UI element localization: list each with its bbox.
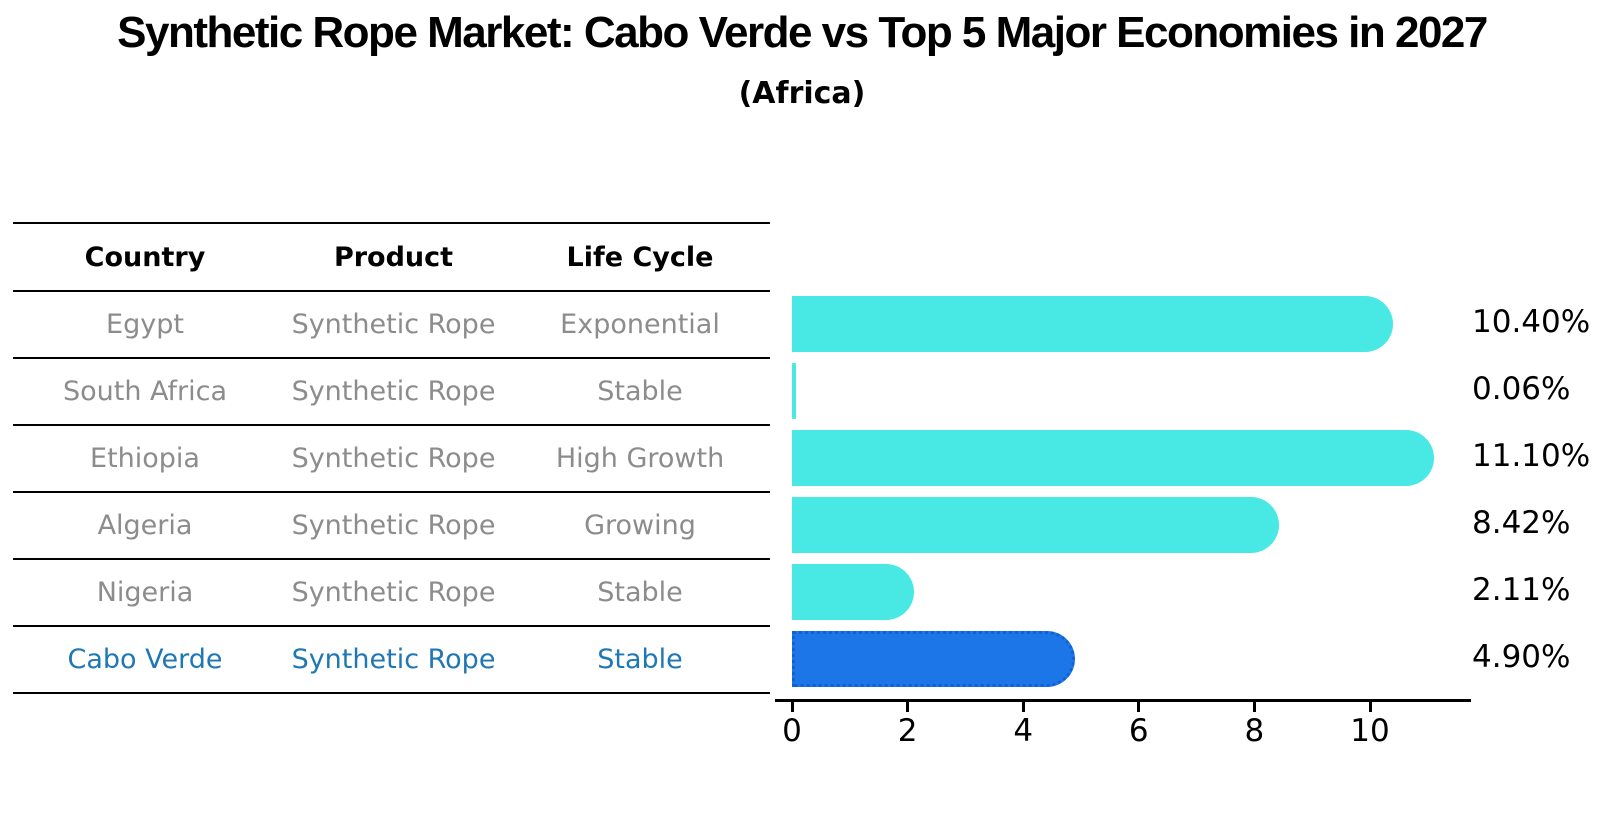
value-label: 2.11% bbox=[1472, 571, 1571, 608]
cell-country: Algeria bbox=[97, 510, 193, 541]
value-label: 4.90% bbox=[1472, 638, 1571, 675]
page-subtitle: (Africa) bbox=[738, 76, 866, 111]
cell-product: Synthetic Rope bbox=[291, 644, 496, 675]
cell-life-cycle: Growing bbox=[584, 510, 696, 541]
value-label: 8.42% bbox=[1472, 504, 1571, 541]
cell-country: Nigeria bbox=[96, 577, 194, 608]
x-axis-tick-label: 10 bbox=[1350, 713, 1390, 749]
cell-product: Synthetic Rope bbox=[291, 510, 496, 541]
cell-product: Synthetic Rope bbox=[291, 309, 496, 340]
table-row: Algeria Synthetic Rope Growing bbox=[13, 493, 770, 560]
table-row-highlighted: Cabo Verde Synthetic Rope Stable bbox=[13, 627, 770, 694]
bar-ethiopia bbox=[792, 429, 1434, 486]
table-row: Nigeria Synthetic Rope Stable bbox=[13, 560, 770, 627]
x-axis-tick bbox=[790, 702, 794, 712]
cell-life-cycle: Stable bbox=[597, 577, 683, 608]
value-label: 10.40% bbox=[1472, 303, 1591, 340]
x-axis-tick bbox=[1368, 702, 1372, 712]
cell-country: Egypt bbox=[106, 309, 184, 340]
value-label: 0.06% bbox=[1472, 370, 1571, 407]
col-header-life-cycle: Life Cycle bbox=[566, 241, 714, 273]
col-header-country: Country bbox=[84, 241, 206, 273]
cell-product: Synthetic Rope bbox=[291, 577, 496, 608]
cell-country: South Africa bbox=[62, 376, 228, 407]
table-header-row: Country Product Life Cycle bbox=[13, 224, 770, 292]
table-row: South Africa Synthetic Rope Stable bbox=[13, 359, 770, 426]
bar-egypt bbox=[792, 295, 1394, 352]
x-axis-tick bbox=[1137, 702, 1141, 712]
table-row: Ethiopia Synthetic Rope High Growth bbox=[13, 426, 770, 493]
cell-life-cycle: Stable bbox=[597, 644, 683, 675]
x-axis-tick bbox=[906, 702, 910, 712]
cell-country: Cabo Verde bbox=[67, 644, 223, 675]
x-axis-tick-label: 0 bbox=[782, 713, 802, 749]
bar-south-africa bbox=[792, 362, 796, 419]
x-axis-tick-label: 2 bbox=[897, 713, 918, 749]
x-axis-tick-label: 6 bbox=[1128, 713, 1149, 749]
cell-life-cycle: High Growth bbox=[555, 443, 725, 474]
bar-algeria bbox=[792, 496, 1279, 553]
cell-product: Synthetic Rope bbox=[291, 443, 496, 474]
cell-product: Synthetic Rope bbox=[291, 376, 496, 407]
cell-life-cycle: Exponential bbox=[560, 309, 720, 340]
x-axis-line bbox=[775, 699, 1471, 702]
x-axis-tick bbox=[1021, 702, 1025, 712]
col-header-product: Product bbox=[333, 241, 454, 273]
bar-cabo-verde bbox=[792, 630, 1076, 687]
value-label: 11.10% bbox=[1472, 437, 1591, 474]
comparison-table: Country Product Life Cycle Egypt Synthet… bbox=[13, 222, 770, 694]
page-title: Synthetic Rope Market: Cabo Verde vs Top… bbox=[117, 8, 1488, 57]
cell-country: Ethiopia bbox=[90, 443, 200, 474]
table-row: Egypt Synthetic Rope Exponential bbox=[13, 292, 770, 359]
cell-life-cycle: Stable bbox=[597, 376, 683, 407]
x-axis-tick-label: 4 bbox=[1013, 713, 1034, 749]
bar-nigeria bbox=[792, 563, 914, 620]
x-axis-tick-label: 8 bbox=[1244, 713, 1265, 749]
x-axis-tick bbox=[1252, 702, 1256, 712]
